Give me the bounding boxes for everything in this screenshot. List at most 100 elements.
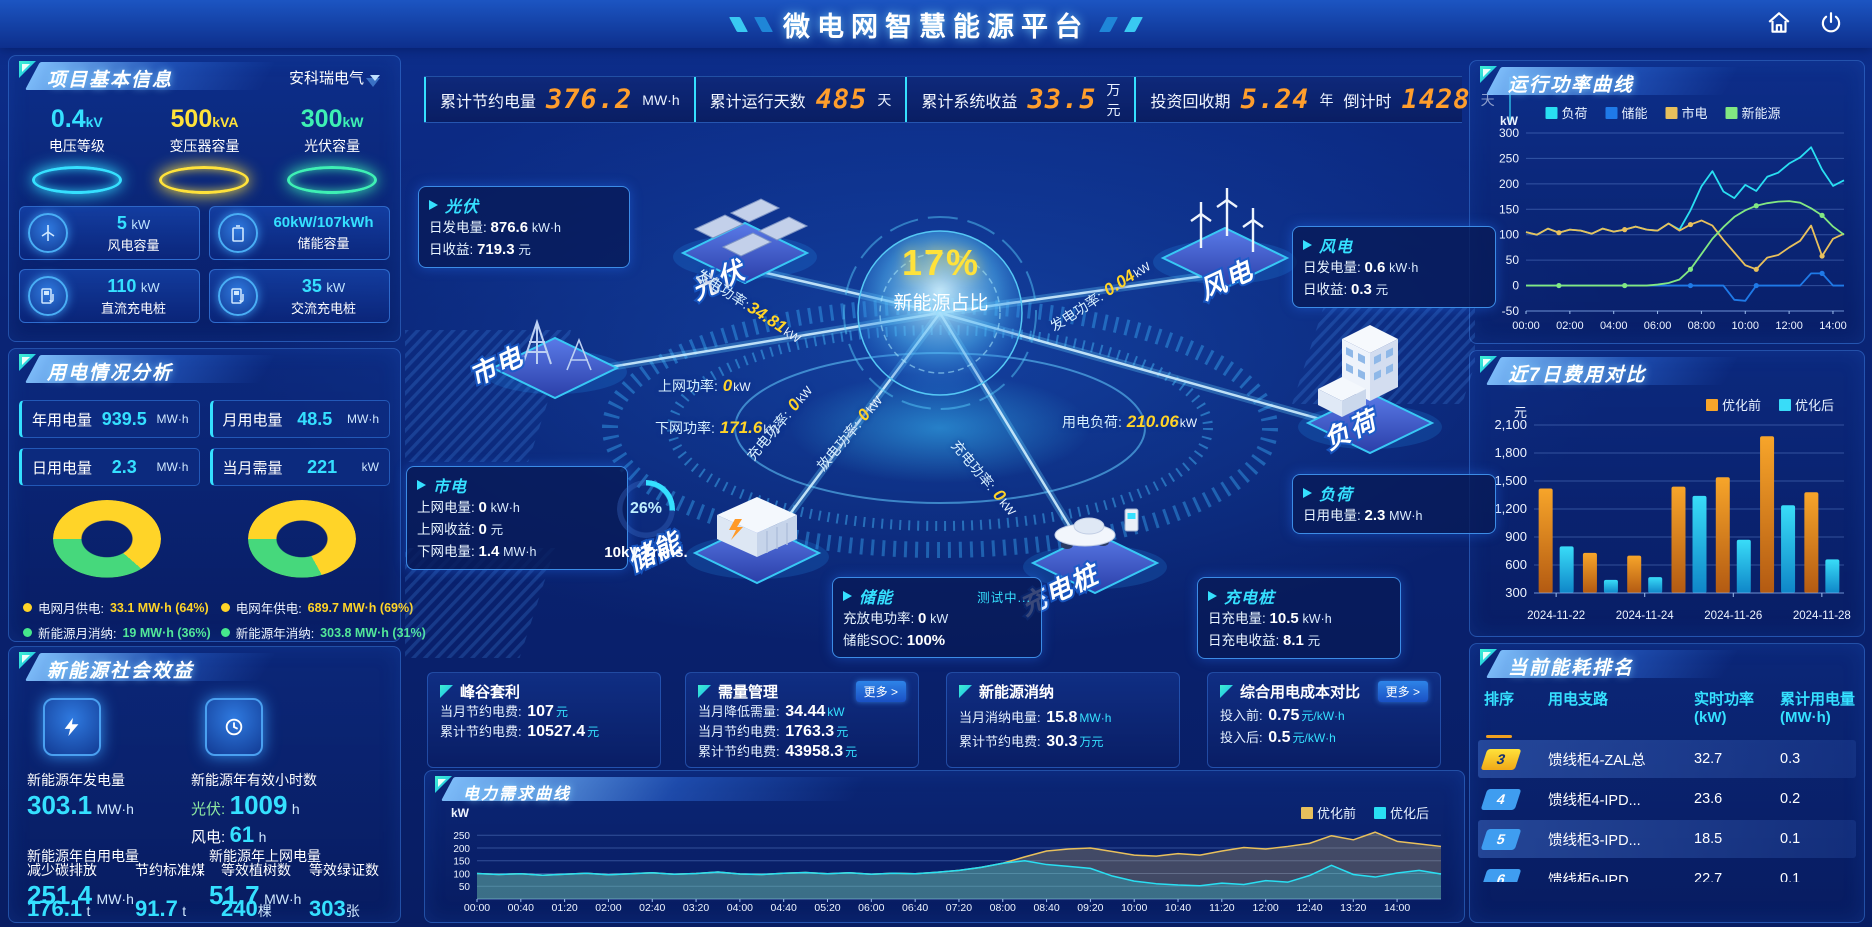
svg-text:kW: kW [451, 807, 470, 820]
svg-text:02:40: 02:40 [639, 902, 665, 914]
panel-energy-ranking: 当前能耗排名 排序 用电支路 实时功率 (kW) 累计用电量 (MW·h) 3 馈线柜… [1469, 643, 1865, 923]
title-decor-slash [729, 16, 748, 32]
svg-text:10:00: 10:00 [1121, 902, 1147, 914]
stat-ac-charger: 35 kW 交流充电桩 [209, 269, 390, 323]
more-button[interactable]: 更多 > [1377, 681, 1428, 702]
more-button[interactable]: 更多 > [855, 681, 906, 702]
legend-grid-year: 电网年供电: 689.7 MW·h (69%) [220, 598, 426, 617]
center-glow [790, 373, 1090, 483]
svg-text:12:00: 12:00 [1775, 320, 1803, 332]
yellow-dot-icon [220, 603, 230, 612]
card-demand-mgmt: 需量管理 更多 > 当月降低需量: 34.44 kW 当月节约电费: 1763.3 元… [685, 672, 919, 768]
pv-hours: 光伏: 1009 h [191, 790, 300, 820]
svg-text:05:20: 05:20 [814, 902, 840, 914]
svg-text:300: 300 [1499, 126, 1519, 140]
spotlight-glow [31, 166, 122, 194]
stat-wind-capacity: 5 kW 风电容量 [19, 206, 200, 260]
kpi-revenue: 累计系统收益 33.5 万元 [905, 77, 1134, 122]
power-icon[interactable] [1818, 10, 1844, 36]
svg-text:600: 600 [1505, 557, 1527, 572]
table-row: 5 馈线柜3-IPD... 18.5 0.1 [1478, 820, 1856, 858]
panel-usage-analysis: 用电情况分析 年用电量 939.5 MW·h 月用电量 48.5 MW·h 日用电量 2.… [8, 348, 426, 642]
svg-text:市电: 市电 [1682, 106, 1708, 121]
yellow-dot-icon [23, 603, 32, 612]
title-decor-slash [1099, 16, 1118, 32]
company-dropdown[interactable]: 安科瑞电气 [289, 67, 380, 88]
svg-text:10:00: 10:00 [1731, 320, 1759, 332]
svg-text:02:00: 02:00 [1556, 320, 1584, 332]
svg-text:新能源: 新能源 [1742, 106, 1781, 121]
self-label: 新能源年自用电量 [27, 848, 139, 864]
svg-text:09:20: 09:20 [1077, 902, 1103, 914]
svg-text:300: 300 [1505, 585, 1527, 600]
page-title: 微电网智慧能源平台 [783, 11, 1089, 42]
ratio-label: 新能源占比 [893, 293, 989, 314]
certs-label: 等效绿证数 [309, 862, 379, 878]
arrow-right-icon [1303, 240, 1312, 250]
home-icon[interactable] [1766, 10, 1792, 36]
card-corner-icon [440, 685, 453, 698]
arrow-right-icon [417, 480, 426, 490]
svg-text:11:20: 11:20 [1209, 902, 1235, 914]
card-corner-icon [698, 685, 711, 698]
title-decor-slash [754, 16, 773, 32]
svg-text:250: 250 [1499, 151, 1519, 165]
gen-value: 303.1 MW·h [27, 790, 134, 820]
svg-text:优化前: 优化前 [1722, 398, 1761, 413]
arrow-right-icon [1208, 591, 1217, 601]
flow-load-power: 用电负荷: 210.06kW [1062, 412, 1198, 431]
charging-pile-icon [28, 276, 68, 316]
card-corner-icon [1220, 685, 1233, 698]
svg-text:00:00: 00:00 [1512, 320, 1540, 332]
card-corner-icon [959, 685, 972, 698]
table-row: 6 馈线柜6-IPD 22.7 0.1 [1478, 860, 1856, 882]
svg-text:12:40: 12:40 [1296, 902, 1322, 914]
svg-text:200: 200 [453, 844, 470, 855]
run-power-chart: -50 0 50 100 150 200 250 300 kW 00:00 02:00 04:00 06… [1478, 101, 1854, 338]
table-row: 3 馈线柜4-ZAL总 32.7 0.3 [1478, 740, 1856, 778]
kpi-bar: 累计节约电量 376.2 MW·h 累计运行天数 485 天 累计系统收益 33.5 万元 … [424, 76, 1511, 123]
callout-mains: 市电 上网电量: 0 kW·h 上网收益: 0 元 下网电量: 1.4 MW·h [406, 466, 628, 570]
svg-text:kW: kW [1500, 114, 1519, 128]
svg-text:150: 150 [1499, 202, 1519, 216]
spotlight-transformer: 500kVA 变压器容量 [149, 105, 259, 194]
chevron-down-icon [370, 74, 380, 81]
panel-title: 当前能耗排名 [1508, 658, 1635, 679]
hours-label: 新能源年有效小时数 [191, 772, 317, 788]
panel-title: 运行功率曲线 [1508, 75, 1635, 96]
ranking-header: 排序 用电支路 实时功率 (kW) 累计用电量 (MW·h) [1484, 691, 1856, 726]
soc-ring [617, 480, 675, 538]
svg-text:04:00: 04:00 [1600, 320, 1628, 332]
panel-benefits: 新能源社会效益 新能源年发电量 303.1 MW·h 新能源年有效小时数 光伏:… [8, 646, 401, 923]
svg-text:06:40: 06:40 [902, 902, 928, 914]
transformer-soc-gauge: 26% 10kV Trans. [598, 480, 694, 561]
svg-text:2024-11-28: 2024-11-28 [1793, 610, 1851, 622]
usage-month: 月用电量 48.5 MW·h [209, 400, 390, 438]
kpi-run-days: 累计运行天数 485 天 [693, 77, 906, 122]
svg-text:-50: -50 [1502, 304, 1520, 318]
orb-inner-ring [879, 252, 1001, 374]
table-row: 4 馈线柜4-IPD... 23.6 0.2 [1478, 780, 1856, 818]
spotlight-pv-capacity: 300kW 光伏容量 [277, 105, 387, 194]
ratio-value: 17% [901, 242, 981, 283]
svg-text:100: 100 [1499, 228, 1519, 242]
svg-text:2024-11-24: 2024-11-24 [1616, 610, 1675, 622]
energy-flow-diagram: 光伏 市电 储能 充电桩 风电 负荷 [405, 188, 1475, 658]
panel-title: 项目基本信息 [47, 70, 174, 91]
callout-storage: 储能 测试中... 充放电功率: 0 kW 储能SOC: 100% [832, 577, 1042, 658]
svg-text:08:40: 08:40 [1033, 902, 1059, 914]
grid-value: 51.7 MW·h [209, 880, 302, 910]
callout-wind: 风电 日发电量: 0.6 kW·h 日收益: 0.3 元 [1292, 226, 1496, 308]
orb [857, 230, 1023, 396]
callout-load: 负荷 日用电量: 2.3 MW·h [1292, 474, 1496, 534]
grid-label: 新能源年上网电量 [209, 848, 321, 864]
svg-text:元: 元 [1514, 405, 1527, 420]
ev-car-icon [1054, 508, 1139, 549]
clock-icon [205, 698, 263, 756]
power-demand-chart: 50 100 150 200 250 kW 00:00 00:40 01:20 02:00 02:4… [439, 806, 1449, 920]
svg-text:2024-11-22: 2024-11-22 [1527, 610, 1585, 622]
spotlight-glow [287, 166, 378, 194]
panel-title: 新能源社会效益 [47, 661, 195, 682]
ring-outer [602, 298, 1278, 558]
wind-turbine-icon [28, 213, 68, 253]
